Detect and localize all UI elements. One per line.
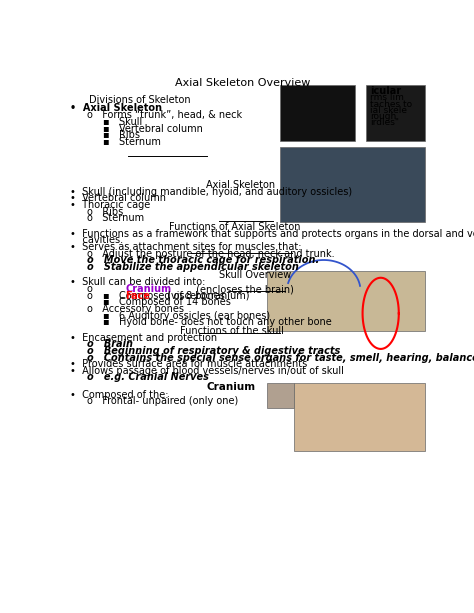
Text: ▪   Vertebral column: ▪ Vertebral column <box>103 124 203 134</box>
Text: •  Thoracic cage: • Thoracic cage <box>70 200 151 210</box>
Text: o   Frontal- unpaired (only one): o Frontal- unpaired (only one) <box>87 397 238 406</box>
FancyBboxPatch shape <box>280 85 355 140</box>
Text: o   Sternum: o Sternum <box>87 213 144 223</box>
Text: •  Skull (including mandible, hyoid, and auditory ossicles): • Skull (including mandible, hyoid, and … <box>70 187 352 197</box>
Text: o   Brain: o Brain <box>87 340 133 349</box>
Text: o: o <box>87 291 102 301</box>
Text: o   Adjust the posture of the head, neck and trunk.: o Adjust the posture of the head, neck a… <box>87 249 335 259</box>
Text: Axial Skeleton: Axial Skeleton <box>206 180 275 190</box>
Text: •  Vertebral column: • Vertebral column <box>70 194 166 204</box>
Text: ▪   Composed of 14 bones: ▪ Composed of 14 bones <box>103 297 231 307</box>
Text: •  Skull can be divided into:: • Skull can be divided into: <box>70 278 206 287</box>
Text: ial skele: ial skele <box>370 105 407 115</box>
Text: rough: rough <box>370 112 396 121</box>
FancyBboxPatch shape <box>267 383 294 408</box>
Text: ▪   Sternum: ▪ Sternum <box>103 137 161 147</box>
Text: •  Axial Skeleton: • Axial Skeleton <box>70 103 162 113</box>
Text: (encloses the brain): (encloses the brain) <box>193 284 293 294</box>
Text: Cranium: Cranium <box>206 382 255 392</box>
Text: Cranium: Cranium <box>125 284 172 294</box>
Text: ▪   6 Auditory ossicles (ear bones): ▪ 6 Auditory ossicles (ear bones) <box>103 311 271 321</box>
Text: cavities.: cavities. <box>70 235 123 245</box>
Text: ▪   Ribs: ▪ Ribs <box>103 130 140 140</box>
Text: ▪   Skull: ▪ Skull <box>103 117 143 127</box>
Text: o   Move the thoracic cage for respiration.: o Move the thoracic cage for respiration… <box>87 255 319 265</box>
Text: o   e.g. Cranial Nerves: o e.g. Cranial Nerves <box>87 372 209 383</box>
Text: Functions of the skull: Functions of the skull <box>181 326 284 335</box>
Text: taches to: taches to <box>370 99 412 109</box>
Text: o   Ribs: o Ribs <box>87 207 123 216</box>
Text: rms lim: rms lim <box>370 93 403 102</box>
Text: irdles": irdles" <box>370 118 399 127</box>
Text: o   Forms “trunk”, head, & neck: o Forms “trunk”, head, & neck <box>87 110 242 120</box>
Text: Divisions of Skeleton: Divisions of Skeleton <box>89 95 190 105</box>
Text: •  Provides surface area for muscle attachments: • Provides surface area for muscle attac… <box>70 359 308 369</box>
Text: o   Stabilize the appendicular skeleton: o Stabilize the appendicular skeleton <box>87 262 299 272</box>
Text: Axial Skeleton Overview: Axial Skeleton Overview <box>175 78 310 88</box>
Text: icular: icular <box>370 86 401 96</box>
FancyBboxPatch shape <box>280 147 425 222</box>
Text: •  Functions as a framework that supports and protects organs in the dorsal and : • Functions as a framework that supports… <box>70 229 474 239</box>
Text: ▪   Hyoid bone- does not touch any other bone: ▪ Hyoid bone- does not touch any other b… <box>103 317 332 327</box>
Text: Functions of Axial Skeleton: Functions of Axial Skeleton <box>169 222 301 232</box>
Text: •  Encasement and protection: • Encasement and protection <box>70 333 218 343</box>
Text: ▪   Composed of 8 bones: ▪ Composed of 8 bones <box>103 291 225 301</box>
Text: Skull Overview: Skull Overview <box>219 270 292 280</box>
Text: •  Serves as attachment sites for muscles that:: • Serves as attachment sites for muscles… <box>70 242 302 252</box>
Text: (viscerocranium): (viscerocranium) <box>164 291 249 301</box>
Text: •  Composed of the:: • Composed of the: <box>70 390 169 400</box>
Text: Face: Face <box>125 291 150 301</box>
FancyBboxPatch shape <box>294 383 425 451</box>
Text: •  Allows passage of blood vessels/nerves in/out of skull: • Allows passage of blood vessels/nerves… <box>70 366 344 376</box>
Text: o   Contains the special sense organs for taste, smell, hearing, balance, and vi: o Contains the special sense organs for … <box>87 352 474 362</box>
Text: o   Accessory bones: o Accessory bones <box>87 304 184 314</box>
Text: o   Beginning of respiratory & digestive tracts: o Beginning of respiratory & digestive t… <box>87 346 340 356</box>
Text: o: o <box>87 284 102 294</box>
FancyBboxPatch shape <box>267 271 425 331</box>
FancyBboxPatch shape <box>366 85 425 140</box>
